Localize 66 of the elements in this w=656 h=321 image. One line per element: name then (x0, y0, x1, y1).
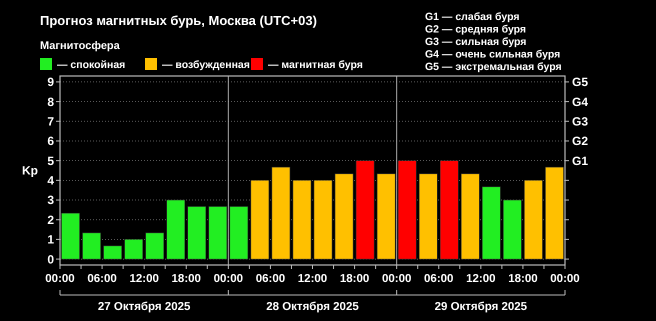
bar (334, 174, 354, 260)
bar (292, 180, 312, 260)
legend-label: — возбужденная (162, 59, 250, 71)
bar (482, 186, 501, 260)
y-tick-label: 8 (47, 94, 54, 109)
bar (61, 212, 80, 260)
legend-title: Магнитосфера (40, 40, 121, 52)
bar (272, 166, 290, 260)
x-tick-label: 00:00 (214, 273, 244, 285)
category-label: G1 (572, 154, 588, 168)
y-tick-label: 5 (47, 154, 54, 168)
bar (250, 180, 270, 260)
y-tick-label: 9 (47, 75, 54, 90)
bar (440, 160, 459, 260)
bar (82, 232, 101, 260)
y-tick-label: 6 (47, 134, 54, 148)
x-tick-label: 12:00 (129, 273, 159, 285)
text: G5 — экстремальная буря (425, 61, 562, 73)
y-tick-label: 1 (47, 232, 54, 247)
text: G4 — очень сильная буря (425, 48, 560, 60)
bar (314, 180, 332, 260)
y-tick-label: 3 (47, 193, 54, 208)
category-label: G5 (572, 75, 588, 90)
text: 28 Октября 2025 (266, 301, 360, 313)
legend-label: — спокойная (57, 59, 126, 71)
category-label: G3 (572, 114, 588, 128)
y-axis-title: Kp (22, 164, 38, 178)
y-tick-label: 7 (47, 114, 54, 128)
category-label: G4 (572, 94, 588, 109)
x-tick-label: 12:00 (466, 273, 496, 285)
bar (230, 206, 248, 260)
text: G1 — слабая буря (425, 11, 520, 23)
bar (356, 160, 374, 260)
y-tick-label: 2 (47, 212, 54, 227)
text: G3 — сильная буря (425, 36, 526, 48)
x-tick-label: 00:00 (550, 273, 580, 285)
bar (188, 206, 206, 260)
text: 29 Октября 2025 (434, 301, 528, 313)
bar (103, 246, 122, 260)
x-tick-label: 18:00 (340, 273, 370, 285)
bar (208, 206, 228, 260)
bar (461, 174, 480, 260)
x-tick-label: 06:00 (256, 273, 286, 285)
bar (376, 174, 396, 260)
category-label: G2 (572, 134, 588, 148)
x-tick-label: 00:00 (45, 273, 75, 285)
bar (124, 239, 143, 260)
x-tick-label: 06:00 (87, 273, 117, 285)
bar (545, 166, 564, 260)
bar (418, 174, 438, 260)
chart-title: Прогноз магнитных бурь, Москва (UTC+03) (40, 13, 317, 28)
y-tick-label: 4 (47, 174, 54, 188)
x-tick-label: 12:00 (298, 273, 328, 285)
x-tick-label: 06:00 (424, 273, 454, 285)
bar (524, 180, 543, 260)
legend-label: — магнитная буря (268, 59, 363, 71)
bar (145, 232, 164, 260)
x-tick-label: 18:00 (508, 273, 538, 285)
bar (398, 160, 416, 260)
text: G2 — средняя буря (425, 24, 526, 36)
x-tick-label: 00:00 (382, 273, 412, 285)
bar (503, 200, 522, 260)
bar (166, 200, 185, 260)
text: 27 Октября 2025 (98, 301, 192, 313)
x-tick-label: 18:00 (172, 273, 201, 285)
y-tick-label: 0 (47, 252, 54, 266)
